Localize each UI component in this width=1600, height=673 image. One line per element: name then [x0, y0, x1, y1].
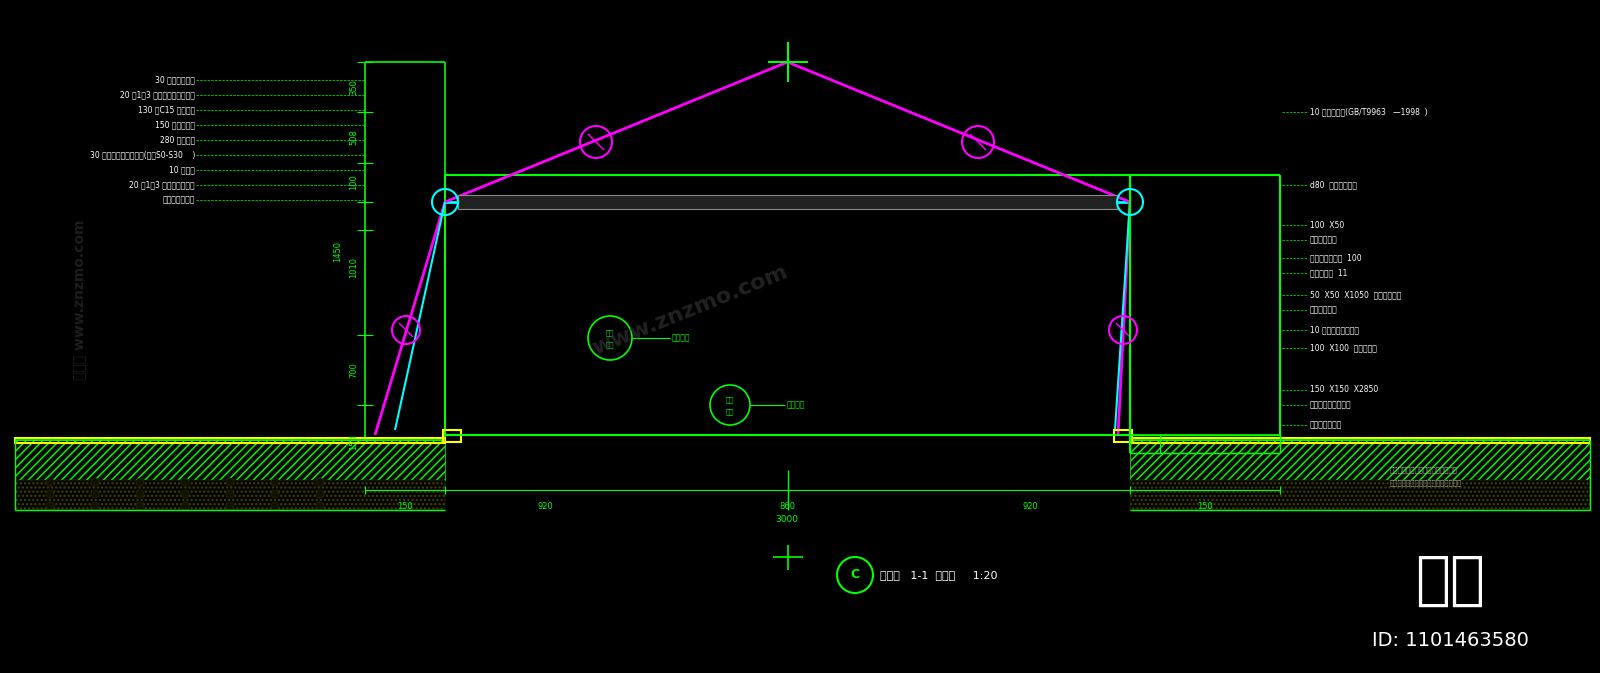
Bar	[14, 440, 445, 480]
Text: 10 厚亚光不锈钢隔脚: 10 厚亚光不锈钢隔脚	[1310, 326, 1358, 334]
Text: 920: 920	[538, 502, 554, 511]
Circle shape	[91, 478, 99, 486]
Text: 方钢与梁内钢筋焊接: 方钢与梁内钢筋焊接	[1310, 400, 1352, 409]
Circle shape	[226, 478, 234, 486]
Text: 100  X50: 100 X50	[1310, 221, 1344, 229]
Circle shape	[136, 502, 144, 510]
Text: 30 厚花岗石铺装: 30 厚花岗石铺装	[155, 75, 195, 85]
Text: 3000: 3000	[776, 515, 798, 524]
Text: 100  X100  钢板预埋件: 100 X100 钢板预埋件	[1310, 343, 1378, 353]
Bar	[1130, 435, 1280, 453]
Text: C: C	[851, 569, 859, 581]
Bar	[1130, 438, 1590, 443]
Text: 构件: 构件	[726, 409, 734, 415]
Text: 1450: 1450	[333, 240, 342, 262]
Text: 金属构件: 金属构件	[787, 400, 805, 409]
Text: 钢框: 钢框	[606, 330, 614, 336]
Text: 车库屋顶基础层: 车库屋顶基础层	[163, 195, 195, 205]
Text: 铝塑板拱台湾: 铝塑板拱台湾	[1310, 236, 1338, 244]
Text: 1010: 1010	[349, 258, 358, 279]
Circle shape	[46, 490, 54, 498]
Text: 700: 700	[349, 362, 358, 378]
Circle shape	[270, 490, 278, 498]
Bar	[443, 430, 461, 442]
Text: 20 厚1：3 水泥砂浆铺砖结合层: 20 厚1：3 水泥砂浆铺砖结合层	[120, 90, 195, 100]
Text: 10 厚钢化玻璃(GB/T9963   —1998  ): 10 厚钢化玻璃(GB/T9963 —1998 )	[1310, 108, 1427, 116]
Text: 20 厚1：3 水泥砂浆找平层: 20 厚1：3 水泥砂浆找平层	[130, 180, 195, 190]
Text: 280 厚回填土: 280 厚回填土	[160, 135, 195, 145]
Bar	[1160, 435, 1280, 453]
Text: d80  圆形钢管亚光: d80 圆形钢管亚光	[1310, 180, 1357, 190]
Text: 860: 860	[779, 502, 795, 511]
Text: 金属: 金属	[726, 396, 734, 403]
Text: 知末网 www.znzmo.com: 知末网 www.znzmo.com	[74, 220, 86, 380]
Text: 30 厚双面凹台式排疏水(采用S0-S30    ): 30 厚双面凹台式排疏水(采用S0-S30 )	[90, 151, 195, 160]
Text: 与预埋件焊接: 与预埋件焊接	[1310, 306, 1338, 314]
Circle shape	[136, 478, 144, 486]
Circle shape	[181, 490, 189, 498]
Text: 920: 920	[1022, 502, 1038, 511]
Circle shape	[317, 478, 323, 486]
Bar	[14, 438, 445, 443]
Text: 金属构件: 金属构件	[672, 334, 691, 343]
Text: 350: 350	[349, 79, 358, 95]
Circle shape	[181, 478, 189, 486]
Text: 知末: 知末	[1414, 551, 1485, 608]
Circle shape	[46, 502, 54, 510]
Circle shape	[226, 502, 234, 510]
Circle shape	[46, 478, 54, 486]
Text: 10 防水膜: 10 防水膜	[170, 166, 195, 174]
Text: 130 厚C15 素砼垫层: 130 厚C15 素砼垫层	[138, 106, 195, 114]
Bar	[458, 195, 1117, 209]
Text: 车库屋顶基础层: 车库屋顶基础层	[1310, 421, 1342, 429]
Text: 50  X50  X1050  方钢立柱亚光: 50 X50 X1050 方钢立柱亚光	[1310, 291, 1402, 299]
Bar	[1130, 440, 1590, 480]
Text: 采光井   1-1  剖面图     1:20: 采光井 1-1 剖面图 1:20	[880, 570, 997, 580]
Bar	[1130, 480, 1590, 510]
Bar	[14, 480, 445, 510]
Text: ID: 1101463580: ID: 1101463580	[1371, 631, 1528, 649]
Circle shape	[136, 490, 144, 498]
Bar	[1114, 430, 1133, 442]
Text: 150  X150  X2850: 150 X150 X2850	[1310, 386, 1378, 394]
Circle shape	[226, 490, 234, 498]
Circle shape	[317, 490, 323, 498]
Text: 508: 508	[349, 129, 358, 145]
Text: 150: 150	[349, 434, 358, 450]
Text: 100: 100	[349, 174, 358, 190]
Text: 150: 150	[397, 502, 413, 511]
Circle shape	[91, 502, 99, 510]
Text: 方钢连接件亚光  100: 方钢连接件亚光 100	[1310, 254, 1362, 262]
Circle shape	[317, 502, 323, 510]
Text: 注：该光井由专业钢结构公司进行深: 注：该光井由专业钢结构公司进行深	[1390, 466, 1458, 473]
Text: www.znzmo.com: www.znzmo.com	[589, 262, 790, 359]
Text: 150: 150	[1197, 502, 1213, 511]
Circle shape	[270, 502, 278, 510]
Circle shape	[91, 490, 99, 498]
Circle shape	[181, 502, 189, 510]
Text: 构件: 构件	[606, 342, 614, 349]
Circle shape	[270, 478, 278, 486]
Bar	[1130, 435, 1160, 453]
Text: 与立柱拼接  11: 与立柱拼接 11	[1310, 269, 1347, 277]
Text: 设计制造工并经过现场安装计解释权。: 设计制造工并经过现场安装计解释权。	[1390, 480, 1462, 487]
Text: 150 厚碎石垫层: 150 厚碎石垫层	[155, 120, 195, 129]
